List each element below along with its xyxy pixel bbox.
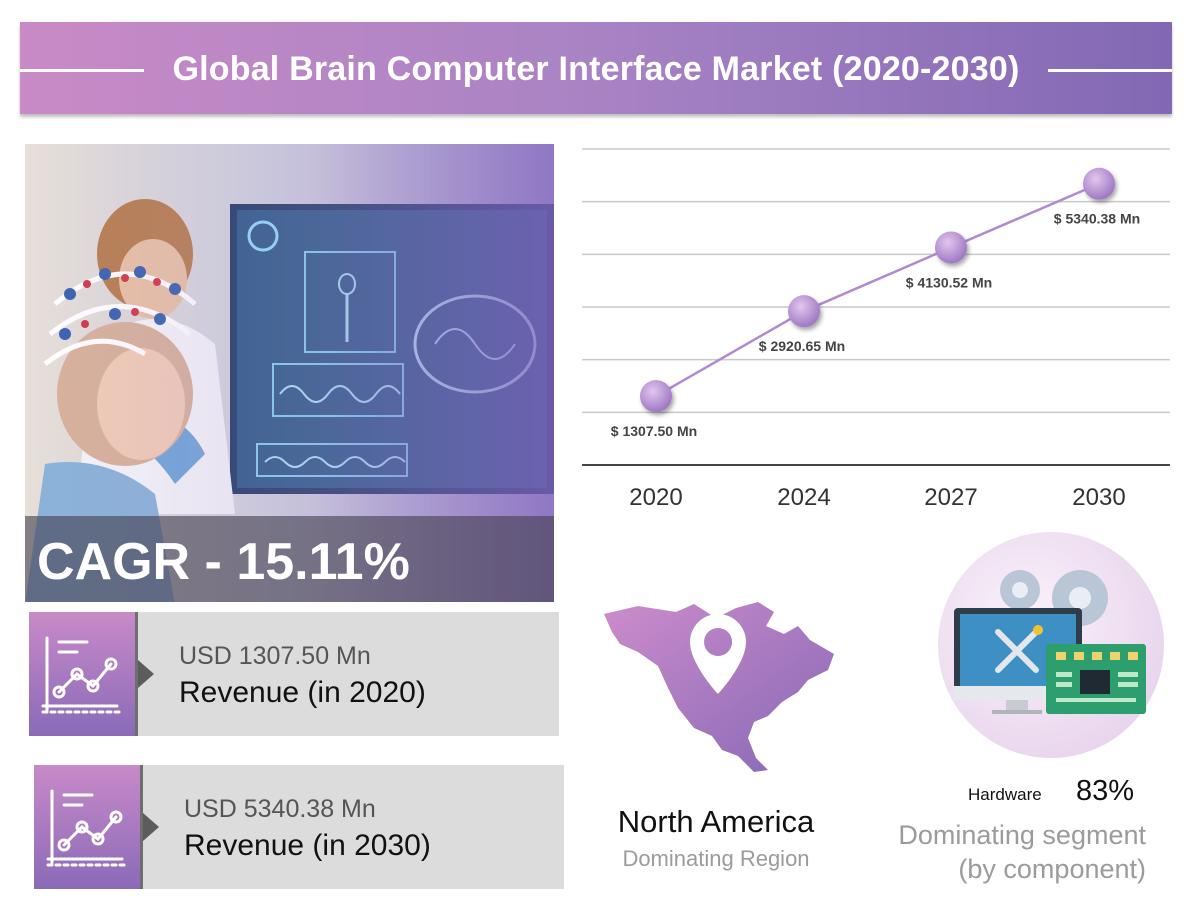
line-chart-icon (41, 636, 121, 714)
x-tick-2020: 2020 (629, 484, 682, 511)
title-rule-left (20, 69, 144, 72)
revenue-label: Revenue (in 2020) (179, 676, 426, 709)
arrow-pointer (143, 813, 159, 841)
region-subtitle: Dominating Region (622, 846, 810, 871)
revenue-card-2020: USD 1307.50 Mn Revenue (in 2020) (29, 612, 559, 736)
page-title: Global Brain Computer Interface Market (… (172, 50, 1020, 88)
revenue-label: Revenue (in 2030) (184, 829, 431, 862)
series-line (655, 182, 1100, 398)
segment-label: Hardware (968, 785, 1042, 804)
chart-point-2027 (935, 231, 967, 264)
segment-description: Dominating segment (by component) (898, 818, 1146, 886)
title-banner: Global Brain Computer Interface Market (… (20, 22, 1172, 114)
arrow-pointer (138, 660, 154, 688)
chart-point-2024 (788, 295, 820, 328)
cagr-value: CAGR - 15.11% (37, 533, 410, 591)
x-tick-2030: 2030 (1072, 484, 1125, 511)
region-name: North America (617, 804, 815, 839)
data-label-2027: $ 4130.52 Mn (906, 274, 992, 290)
data-label-2020: $ 1307.50 Mn (611, 423, 697, 439)
x-tick-2024: 2024 (777, 484, 830, 511)
revenue-amount: USD 5340.38 Mn (184, 795, 376, 823)
x-tick-2027: 2027 (924, 484, 977, 511)
north-america-map (604, 602, 834, 772)
segment-description-line2: (by component) (958, 854, 1146, 884)
revenue-line-chart: $ 1307.50 Mn $ 2920.65 Mn $ 4130.52 Mn $ 53… (582, 148, 1170, 511)
revenue-amount: USD 1307.50 Mn (179, 642, 371, 670)
cagr-band (25, 516, 554, 602)
line-chart-icon (46, 789, 126, 867)
title-rule-right (1048, 69, 1172, 72)
revenue-card-2030: USD 5340.38 Mn Revenue (in 2030) (34, 765, 564, 889)
hardware-monitor-icon (954, 570, 1146, 714)
chart-point-2020 (640, 380, 672, 413)
revenue-icon-box (29, 612, 135, 736)
chart-point-2030 (1083, 167, 1115, 200)
chart-gridlines (582, 148, 1170, 414)
revenue-icon-box (34, 765, 140, 889)
data-label-2030: $ 5340.38 Mn (1054, 211, 1140, 227)
segment-percent: 83% (1076, 775, 1135, 807)
chart-data-labels: $ 1307.50 Mn $ 2920.65 Mn $ 4130.52 Mn $ 53… (611, 211, 1140, 439)
segment-description-line1: Dominating segment (898, 820, 1146, 850)
hero-photo: CAGR - 15.11% (25, 144, 554, 602)
chart-x-ticks: 2020 2024 2027 2030 (629, 484, 1125, 511)
location-pin-icon (690, 614, 746, 694)
chart-points (640, 167, 1115, 413)
data-label-2024: $ 2920.65 Mn (759, 338, 845, 354)
